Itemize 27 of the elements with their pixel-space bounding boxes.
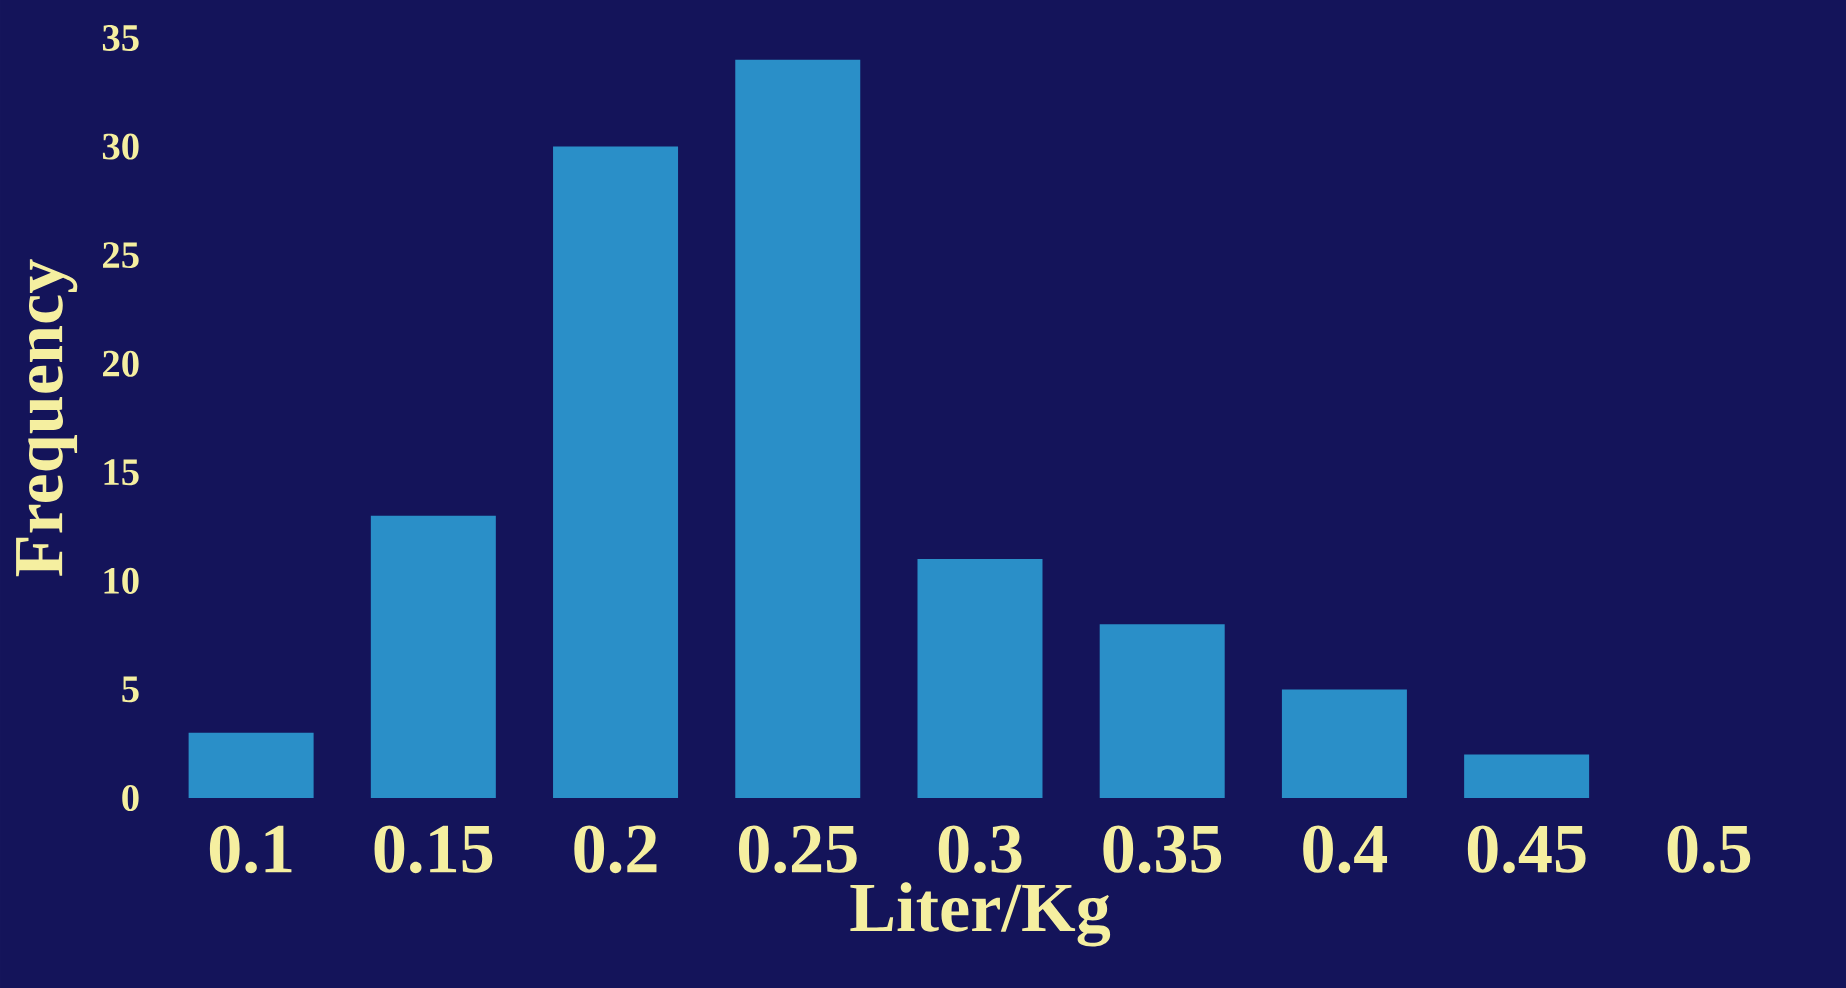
- y-axis-title: Frequency: [16, 259, 78, 577]
- bar: [188, 732, 314, 798]
- x-tick-label: 0.1: [209, 825, 292, 874]
- x-tick-label: 0.2: [574, 825, 657, 874]
- x-tick-label: 0.15: [374, 825, 493, 874]
- y-tick-label: 25: [103, 242, 139, 269]
- y-tick-label: 10: [104, 567, 139, 594]
- x-tick-label: 0.45: [1467, 825, 1586, 874]
- y-tick-label: 15: [104, 459, 139, 486]
- y-tick-label: 20: [103, 350, 139, 377]
- x-tick-label: 0.3: [938, 825, 1022, 874]
- y-tick-label: 30: [102, 133, 139, 160]
- bar: [735, 59, 861, 798]
- bar: [917, 559, 1043, 798]
- x-tick-label: 0.25: [738, 825, 857, 874]
- bar: [370, 515, 496, 798]
- bar: [1281, 689, 1407, 798]
- x-tick-label: 0.35: [1103, 825, 1222, 874]
- y-tick-label: 0: [122, 784, 139, 812]
- bar: [1464, 754, 1590, 798]
- x-tick-label: 0.4: [1303, 825, 1388, 874]
- y-tick-label: 35: [102, 25, 139, 51]
- x-tick-label: 0.5: [1667, 825, 1751, 874]
- y-tick-label: 5: [122, 676, 139, 703]
- bar: [553, 146, 679, 798]
- bar: [1099, 624, 1225, 798]
- x-axis-title: Liter/Kg: [850, 882, 1111, 947]
